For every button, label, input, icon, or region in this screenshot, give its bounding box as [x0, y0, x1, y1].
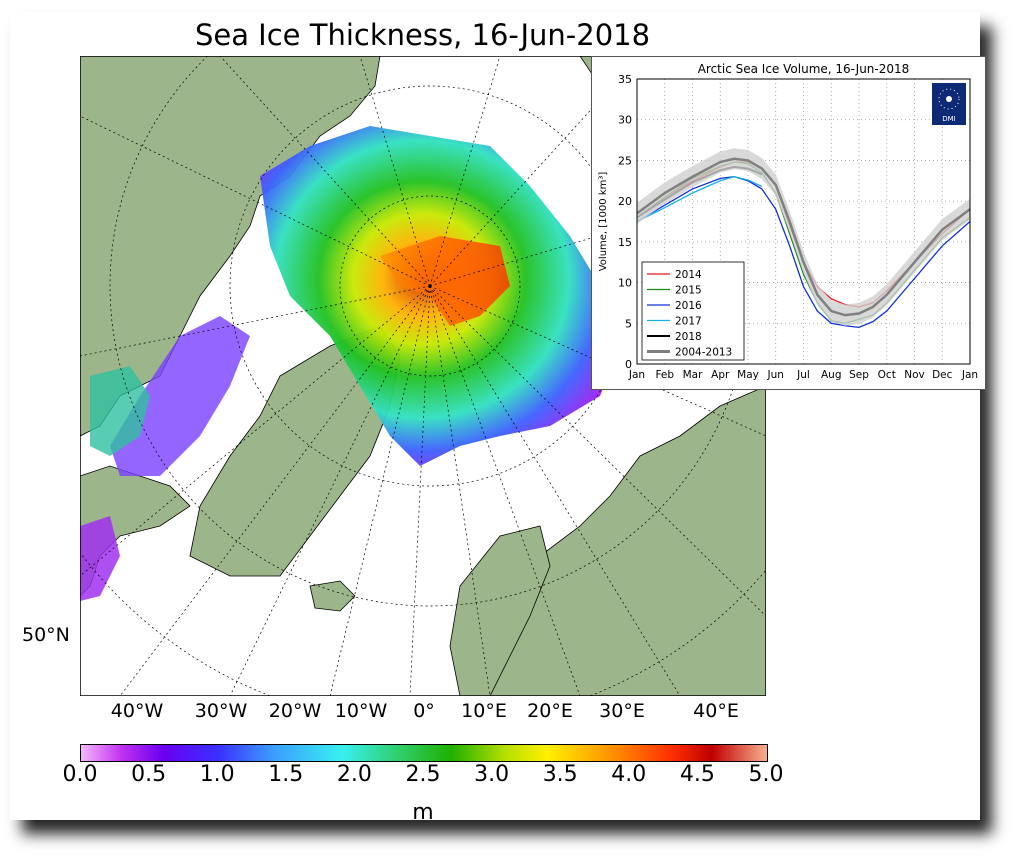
- y-tick-label: 0: [625, 358, 632, 371]
- y-tick-label: 30: [618, 114, 632, 127]
- x-tick-label: Mar: [683, 369, 703, 381]
- lon-label-0: 0°: [413, 700, 435, 722]
- thick-ice-region: [380, 236, 510, 326]
- y-tick-label: 10: [618, 277, 632, 290]
- x-tick-label: Aug: [821, 369, 842, 381]
- land-iceland: [309, 580, 356, 612]
- legend-label: 2015: [675, 285, 702, 297]
- chart-title: Arctic Sea Ice Volume, 16-Jun-2018: [698, 62, 910, 76]
- legend-label: 2014: [675, 269, 702, 281]
- map-title: Sea Ice Thickness, 16-Jun-2018: [194, 18, 651, 52]
- y-tick-label: 25: [618, 154, 632, 167]
- colorbar-unit: m: [412, 800, 434, 825]
- colorbar-tick-label: 4.5: [679, 762, 715, 787]
- colorbar-tick-label: 0.5: [131, 762, 167, 787]
- legend-label: 2017: [675, 316, 702, 328]
- x-tick-label: Sep: [849, 369, 869, 381]
- x-tick-label: Nov: [904, 369, 925, 381]
- dmi-logo: [932, 83, 966, 125]
- x-tick-label: May: [737, 369, 759, 381]
- y-tick-label: 15: [618, 236, 632, 249]
- lon-label-30w: 30°W: [194, 700, 248, 722]
- colorbar-tick-label: 3.0: [474, 762, 510, 787]
- colorbar-tick-label: 1.0: [199, 762, 235, 787]
- series-line-2016: [636, 176, 971, 329]
- volume-chart-inset: Arctic Sea Ice Volume, 16-Jun-2018 0 5 10 15…: [591, 56, 986, 390]
- x-tick-label: Dec: [932, 369, 953, 381]
- colorbar-tick-label: 2.0: [336, 762, 372, 787]
- x-tick-label: Jan: [961, 369, 978, 381]
- lon-label-30e: 30°E: [599, 700, 645, 722]
- lon-label-20w: 20°W: [268, 700, 322, 722]
- x-tick-label: Oct: [878, 369, 896, 381]
- volume-chart: Arctic Sea Ice Volume, 16-Jun-2018 0 5 10 15…: [598, 62, 978, 381]
- labrador-ice: [80, 516, 120, 601]
- series-line-2004-2013: [636, 157, 971, 317]
- x-tick-label: Jul: [796, 369, 810, 381]
- lat-label-50n: 50°N: [22, 624, 70, 646]
- legend-box: [641, 261, 745, 361]
- lon-label-10e: 10°E: [461, 700, 507, 722]
- dmi-logo-ring: [938, 88, 960, 110]
- series-line-2017: [636, 176, 763, 223]
- lon-label-10w: 10°W: [334, 700, 388, 722]
- colorbar: [80, 744, 768, 762]
- x-tick-label: Feb: [655, 369, 674, 381]
- x-tick-label: Jan: [628, 369, 645, 381]
- lon-label-40w: 40°W: [110, 700, 164, 722]
- legend-label: 2018: [675, 331, 702, 343]
- colorbar-tick-label: 0.0: [62, 762, 98, 787]
- land-russia-south: [489, 385, 766, 696]
- colorbar-tick-label: 5.0: [748, 762, 784, 787]
- y-tick-label: 5: [625, 317, 632, 330]
- x-tick-label: Apr: [711, 369, 730, 381]
- dmi-logo-crown: [946, 96, 952, 102]
- y-tick-label: 35: [618, 73, 632, 86]
- y-tick-label: 20: [618, 195, 632, 208]
- lon-label-20e: 20°E: [527, 700, 573, 722]
- dmi-logo-text: DMI: [942, 115, 956, 123]
- colorbar-tick-label: 1.5: [268, 762, 304, 787]
- lon-label-40e: 40°E: [693, 700, 739, 722]
- colorbar-tick-label: 3.5: [542, 762, 578, 787]
- x-tick-label: Jun: [767, 369, 784, 381]
- legend-label: 2016: [675, 300, 702, 312]
- y-axis-label: Volume, [1000 km³]: [598, 172, 609, 272]
- baffin-bay-ice: [110, 316, 250, 476]
- legend-label: 2004-2013: [675, 347, 732, 359]
- colorbar-tick-label: 2.5: [405, 762, 441, 787]
- colorbar-tick-label: 4.0: [611, 762, 647, 787]
- hudson-bay-ice: [90, 366, 150, 456]
- plot-area: [636, 78, 971, 365]
